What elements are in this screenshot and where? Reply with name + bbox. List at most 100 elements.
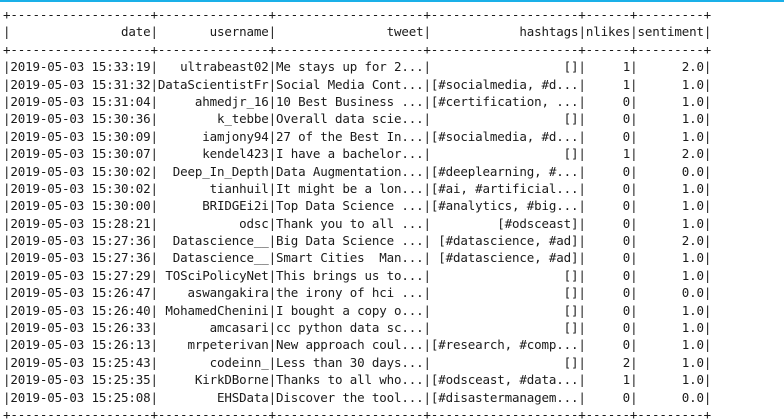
sentiment-cell: 0.0 (682, 285, 704, 300)
hashtags-cell: [] (564, 285, 579, 300)
hashtags-cell: [#ai, #artificial... (431, 181, 579, 196)
sentiment-cell: 1.0 (682, 181, 704, 196)
hashtags-cell: [#analytics, #big... (431, 198, 579, 213)
username-cell: amcasari (210, 320, 269, 335)
tweet-cell: Top Data Science ... (276, 198, 424, 213)
username-cell: MohamedChenini (165, 303, 268, 318)
tweet-cell: Overall data scie... (276, 111, 424, 126)
hashtags-cell: [] (564, 59, 579, 74)
nlikes-cell: 0 (623, 181, 630, 196)
column-header-username: username (210, 24, 269, 39)
dataframe-show-output: +-------------------+---------------+---… (3, 6, 711, 419)
tweet-cell: Thanks to all who... (276, 372, 424, 387)
username-cell: iamjony94 (202, 129, 268, 144)
hashtags-cell: [#disastermanagem... (431, 390, 579, 405)
sentiment-cell: 1.0 (682, 268, 704, 283)
column-header-sentiment: sentiment (637, 24, 703, 39)
sentiment-cell: 1.0 (682, 372, 704, 387)
hashtags-cell: [] (564, 111, 579, 126)
nlikes-cell: 0 (623, 129, 630, 144)
sentiment-cell: 2.0 (682, 146, 704, 161)
hashtags-cell: [#odsceast, #data... (431, 372, 579, 387)
table-border-header: +-------------------+---------------+---… (3, 41, 711, 58)
date-cell: 2019-05-03 15:25:08 (10, 390, 150, 405)
hashtags-cell: [] (564, 268, 579, 283)
table-row: |2019-05-03 15:30:02| Deep_In_Depth|Data… (3, 163, 711, 180)
tweet-cell: I bought a copy o... (276, 303, 424, 318)
username-cell: EHSData (217, 390, 269, 405)
username-cell: kendel423 (202, 146, 268, 161)
tweet-cell: This brings us to... (276, 268, 424, 283)
hashtags-cell: [] (564, 320, 579, 335)
table-row: |2019-05-03 15:26:33| amcasari|cc python… (3, 319, 711, 336)
tweet-cell: Data Augmentation... (276, 164, 424, 179)
date-cell: 2019-05-03 15:26:40 (10, 303, 150, 318)
table-row: |2019-05-03 15:33:19| ultrabeast02|Me st… (3, 58, 711, 75)
nlikes-cell: 2 (623, 355, 630, 370)
username-cell: aswangakira (187, 285, 268, 300)
nlikes-cell: 0 (623, 250, 630, 265)
tweet-cell: Less than 30 days... (276, 355, 424, 370)
table-row: |2019-05-03 15:26:40| MohamedChenini|I b… (3, 302, 711, 319)
column-header-date: date (121, 24, 151, 39)
username-cell: ultrabeast02 (180, 59, 269, 74)
date-cell: 2019-05-03 15:25:35 (10, 372, 150, 387)
table-row: |2019-05-03 15:25:35| KirkDBorne|Thanks … (3, 371, 711, 388)
table-row: |2019-05-03 15:30:02| tianhuil|It might … (3, 180, 711, 197)
sentiment-cell: 1.0 (682, 303, 704, 318)
sentiment-cell: 1.0 (682, 129, 704, 144)
username-cell: mrpeterivan (187, 337, 268, 352)
date-cell: 2019-05-03 15:31:32 (10, 77, 150, 92)
tweet-cell: 27 of the Best In... (276, 129, 424, 144)
date-cell: 2019-05-03 15:26:47 (10, 285, 150, 300)
table-row: |2019-05-03 15:30:07| kendel423|I have a… (3, 145, 711, 162)
sentiment-cell: 1.0 (682, 216, 704, 231)
sentiment-cell: 1.0 (682, 337, 704, 352)
username-cell: Datascience__ (173, 250, 269, 265)
nlikes-cell: 0 (623, 268, 630, 283)
nlikes-cell: 0 (623, 285, 630, 300)
username-cell: Datascience__ (173, 233, 269, 248)
username-cell: codeinn_ (210, 355, 269, 370)
username-cell: tianhuil (210, 181, 269, 196)
nlikes-cell: 0 (623, 320, 630, 335)
username-cell: DataScientistFr (158, 77, 269, 92)
hashtags-cell: [#research, #comp... (431, 337, 579, 352)
date-cell: 2019-05-03 15:30:00 (10, 198, 150, 213)
tweet-cell: New approach coul... (276, 337, 424, 352)
table-row: |2019-05-03 15:30:36| k_tebbe|Overall da… (3, 110, 711, 127)
sentiment-cell: 1.0 (682, 320, 704, 335)
date-cell: 2019-05-03 15:30:07 (10, 146, 150, 161)
nlikes-cell: 0 (623, 94, 630, 109)
tweet-cell: Thank you to all ... (276, 216, 424, 231)
hashtags-cell: [] (564, 303, 579, 318)
date-cell: 2019-05-03 15:27:36 (10, 233, 150, 248)
hashtags-cell: [#socialmedia, #d... (431, 129, 579, 144)
table-row: |2019-05-03 15:26:13| mrpeterivan|New ap… (3, 336, 711, 353)
date-cell: 2019-05-03 15:31:04 (10, 94, 150, 109)
hashtags-cell: [#datascience, #ad] (438, 233, 578, 248)
tweet-cell: the irony of hci ... (276, 285, 424, 300)
date-cell: 2019-05-03 15:33:19 (10, 59, 150, 74)
date-cell: 2019-05-03 15:26:33 (10, 320, 150, 335)
table-row: |2019-05-03 15:25:08| EHSData|Discover t… (3, 389, 711, 406)
sentiment-cell: 1.0 (682, 250, 704, 265)
date-cell: 2019-05-03 15:30:02 (10, 164, 150, 179)
tweet-cell: Big Data Science ... (276, 233, 424, 248)
column-header-nlikes: nlikes (586, 24, 630, 39)
sentiment-cell: 1.0 (682, 77, 704, 92)
username-cell: TOSciPolicyNet (165, 268, 268, 283)
table-row: |2019-05-03 15:27:36| Datascience__|Big … (3, 232, 711, 249)
sentiment-cell: 0.0 (682, 164, 704, 179)
hashtags-cell: [#certification, ... (431, 94, 579, 109)
table-header-row: | date| username| tweet| hashtags|nlikes… (3, 23, 711, 40)
nlikes-cell: 0 (623, 303, 630, 318)
table-border-bottom: +-------------------+---------------+---… (3, 406, 711, 419)
username-cell: odsc (239, 216, 269, 231)
tweet-cell: cc python data sc... (276, 320, 424, 335)
sentiment-cell: 0.0 (682, 390, 704, 405)
tweet-cell: Social Media Cont... (276, 77, 424, 92)
column-header-tweet: tweet (387, 24, 424, 39)
sentiment-cell: 1.0 (682, 111, 704, 126)
